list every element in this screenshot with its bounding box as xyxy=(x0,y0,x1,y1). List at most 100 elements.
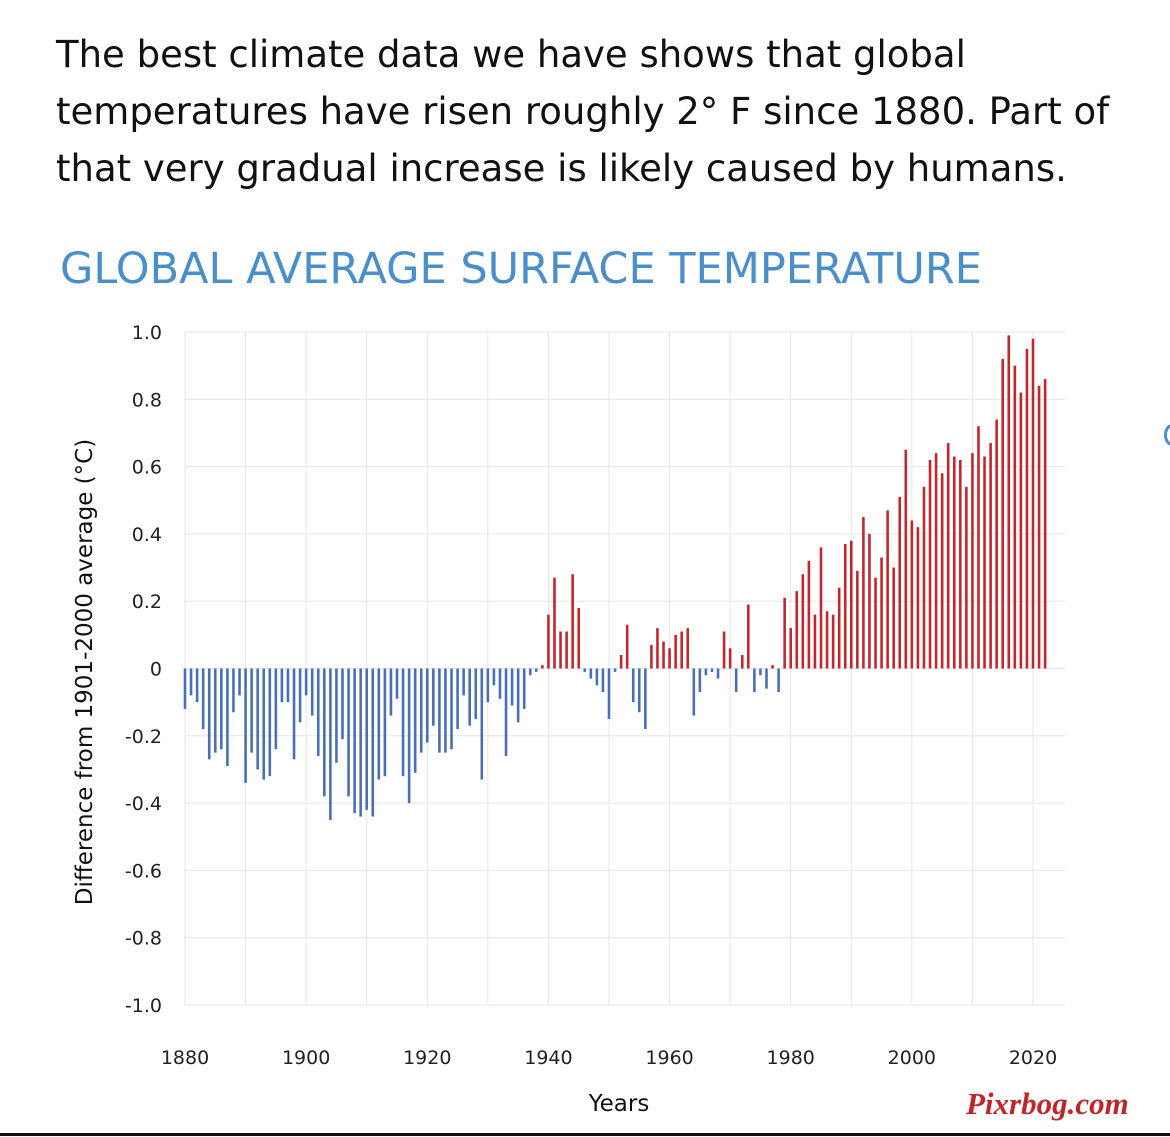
bar-1900 xyxy=(304,668,308,696)
bar-1947 xyxy=(589,668,593,679)
bar-1910 xyxy=(365,668,369,810)
bar-1913 xyxy=(383,668,387,777)
bar-1881 xyxy=(189,668,193,696)
bar-1909 xyxy=(359,668,362,817)
bar-2000 xyxy=(910,520,914,669)
y-tick-label: 0.4 xyxy=(132,524,162,546)
bar-1931 xyxy=(492,668,496,686)
bar-1978 xyxy=(777,668,780,693)
bar-2002 xyxy=(922,486,926,669)
x-axis-ticks: 1880 1900 1920 1940 1960 1980 2000 2020 xyxy=(161,1047,1057,1069)
bar-2021 xyxy=(1037,385,1041,669)
y-tick-label: -0.8 xyxy=(125,928,162,950)
bar-1904 xyxy=(329,668,332,820)
bar-2003 xyxy=(928,459,932,669)
bar-1935 xyxy=(516,668,520,723)
bar-1936 xyxy=(522,668,526,709)
bar-1932 xyxy=(498,668,502,699)
x-tick-label: 1980 xyxy=(767,1047,815,1069)
bar-1973 xyxy=(747,604,750,669)
bar-1890 xyxy=(244,668,247,783)
bar-1959 xyxy=(662,641,665,669)
bar-1953 xyxy=(625,624,629,669)
bar-1925 xyxy=(456,668,459,730)
bar-1888 xyxy=(232,668,235,713)
bar-1912 xyxy=(377,668,381,780)
bar-1924 xyxy=(450,668,453,750)
bar-2013 xyxy=(989,443,992,669)
bar-1979 xyxy=(783,597,786,669)
bar-1887 xyxy=(226,668,229,767)
bar-1960 xyxy=(668,648,671,669)
bar-1927 xyxy=(468,668,471,726)
bar-1914 xyxy=(389,668,393,716)
y-tick-label: 0.2 xyxy=(132,591,162,613)
bar-1997 xyxy=(892,567,895,669)
bar-1929 xyxy=(480,668,484,780)
bar-1962 xyxy=(680,631,683,669)
bar-1943 xyxy=(565,631,568,669)
bar-1969 xyxy=(722,631,726,669)
bar-2015 xyxy=(1001,358,1005,669)
bar-1883 xyxy=(201,668,205,730)
bar-1928 xyxy=(474,668,478,719)
bar-1967 xyxy=(710,668,714,672)
bar-2010 xyxy=(971,453,974,669)
bar-1971 xyxy=(734,668,738,693)
x-tick-label: 1900 xyxy=(282,1047,330,1069)
bar-1985 xyxy=(819,547,823,669)
bottom-divider xyxy=(0,1133,1170,1136)
y-tick-label: 0 xyxy=(150,659,162,681)
bar-1951 xyxy=(613,668,617,672)
bar-1903 xyxy=(323,668,326,797)
bar-1884 xyxy=(207,668,211,760)
bar-1958 xyxy=(656,628,659,669)
bar-1905 xyxy=(335,668,338,763)
bar-1982 xyxy=(801,574,805,669)
bar-1986 xyxy=(825,611,829,669)
x-tick-label: 1880 xyxy=(161,1047,209,1069)
chart-title: GLOBAL AVERAGE SURFACE TEMPERATURE xyxy=(60,244,982,294)
bar-1955 xyxy=(637,668,641,713)
bar-1970 xyxy=(728,648,732,669)
bar-1919 xyxy=(419,668,423,753)
bar-1916 xyxy=(401,668,405,777)
y-tick-label: -0.2 xyxy=(125,726,162,748)
bar-1906 xyxy=(341,668,344,740)
y-tick-label: 0.6 xyxy=(132,457,162,479)
chart-bars xyxy=(183,335,1047,820)
bar-1989 xyxy=(843,543,847,669)
bar-1995 xyxy=(880,557,883,669)
bar-1993 xyxy=(868,533,871,669)
bar-1920 xyxy=(425,668,429,743)
bar-1891 xyxy=(250,668,253,753)
bar-1907 xyxy=(347,668,350,797)
cropped-edge-icon xyxy=(1164,424,1170,446)
bar-1945 xyxy=(577,607,581,669)
bar-1911 xyxy=(371,668,375,817)
bar-1942 xyxy=(559,631,562,669)
bar-1948 xyxy=(595,668,599,686)
bar-1990 xyxy=(849,540,853,669)
bar-1966 xyxy=(704,668,708,676)
x-tick-label: 2000 xyxy=(888,1047,936,1069)
bar-1933 xyxy=(504,668,508,756)
bar-1889 xyxy=(238,668,241,696)
bar-1964 xyxy=(692,668,696,716)
bar-1898 xyxy=(292,668,296,760)
bar-1974 xyxy=(753,668,756,693)
bar-1956 xyxy=(644,668,647,730)
bar-2011 xyxy=(977,426,980,669)
y-tick-label: -1.0 xyxy=(125,995,162,1017)
bar-1897 xyxy=(286,668,290,703)
bar-1949 xyxy=(601,668,605,693)
bar-1880 xyxy=(183,668,187,709)
bar-1952 xyxy=(619,655,623,669)
bar-1918 xyxy=(413,668,417,773)
bar-1915 xyxy=(395,668,399,699)
x-axis-label: Years xyxy=(588,1091,650,1117)
bar-2014 xyxy=(995,419,998,669)
x-tick-label: 1940 xyxy=(524,1047,572,1069)
bar-1895 xyxy=(274,668,278,750)
